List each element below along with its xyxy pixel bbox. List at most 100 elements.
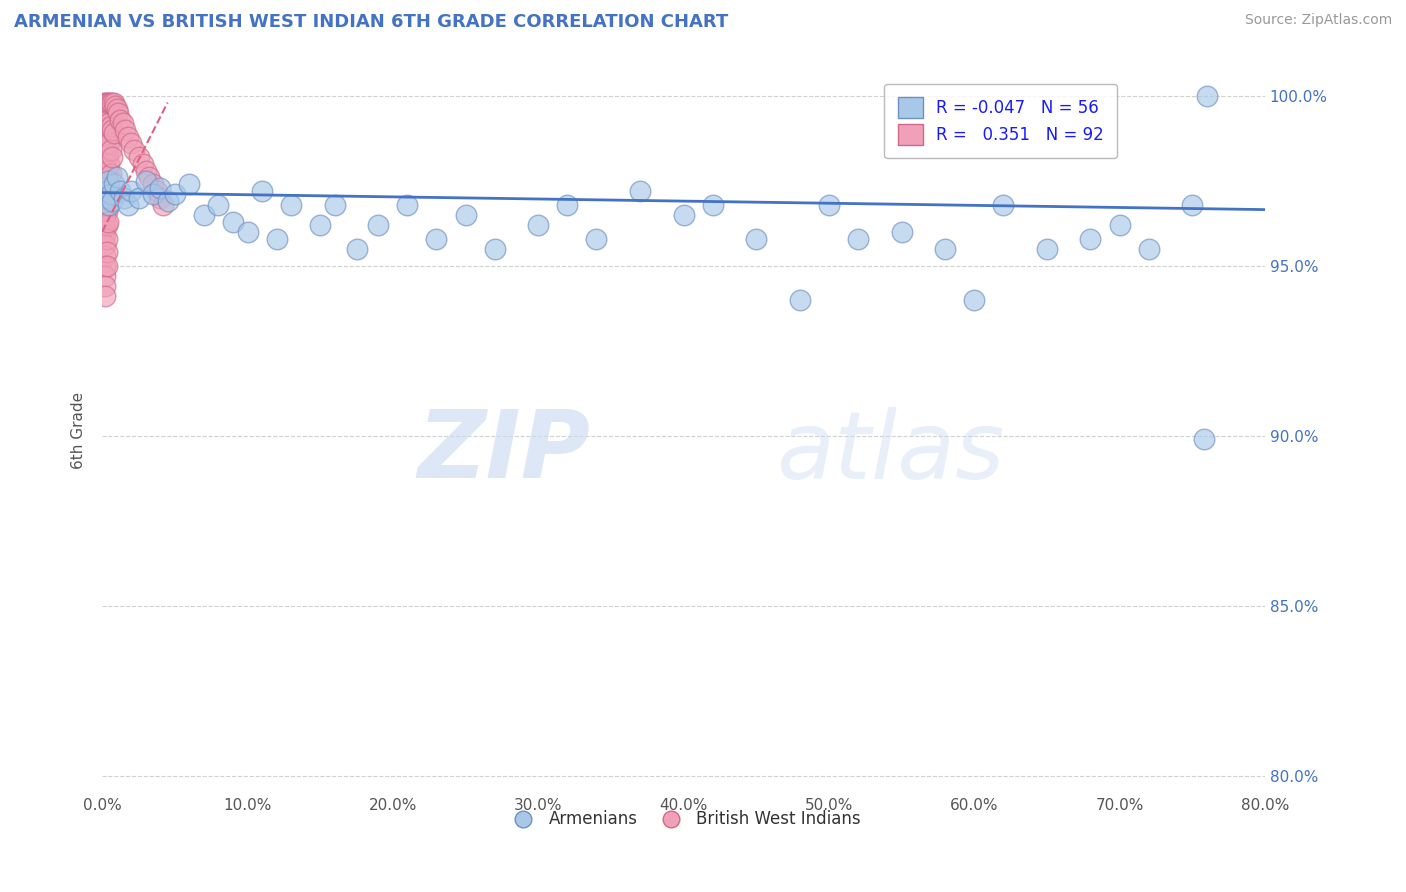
Point bbox=[236, 225, 259, 239]
Point bbox=[101, 122, 124, 136]
Point bbox=[100, 167, 122, 181]
Point bbox=[98, 136, 121, 151]
Point bbox=[96, 177, 118, 191]
Point bbox=[156, 194, 179, 208]
Point bbox=[1137, 242, 1160, 256]
Point bbox=[97, 174, 120, 188]
Point bbox=[94, 268, 117, 283]
Point bbox=[96, 109, 118, 123]
Point bbox=[108, 112, 131, 127]
Point bbox=[94, 177, 117, 191]
Point bbox=[98, 197, 121, 211]
Point bbox=[93, 180, 115, 194]
Point bbox=[112, 191, 135, 205]
Point bbox=[97, 146, 120, 161]
Point bbox=[103, 177, 125, 191]
Point bbox=[94, 157, 117, 171]
Point bbox=[120, 184, 142, 198]
Point bbox=[97, 129, 120, 144]
Point bbox=[454, 208, 477, 222]
Point bbox=[108, 184, 131, 198]
Point bbox=[96, 184, 118, 198]
Point bbox=[93, 103, 115, 117]
Point bbox=[94, 259, 117, 273]
Point bbox=[993, 197, 1015, 211]
Point bbox=[93, 163, 115, 178]
Point bbox=[105, 103, 128, 117]
Point bbox=[94, 279, 117, 293]
Point bbox=[98, 157, 121, 171]
Point bbox=[100, 187, 122, 202]
Point bbox=[309, 218, 332, 232]
Point bbox=[96, 150, 118, 164]
Point bbox=[280, 197, 302, 211]
Point bbox=[128, 150, 150, 164]
Point bbox=[93, 122, 115, 136]
Point bbox=[128, 191, 150, 205]
Point bbox=[745, 231, 768, 245]
Point bbox=[963, 293, 986, 307]
Point bbox=[367, 218, 389, 232]
Point bbox=[555, 197, 578, 211]
Point bbox=[93, 109, 115, 123]
Point bbox=[93, 129, 115, 144]
Point bbox=[94, 167, 117, 181]
Point bbox=[135, 174, 157, 188]
Point bbox=[120, 136, 142, 151]
Point bbox=[94, 289, 117, 303]
Legend: Armenians, British West Indians: Armenians, British West Indians bbox=[501, 804, 868, 835]
Point bbox=[94, 146, 117, 161]
Point bbox=[96, 95, 118, 110]
Point bbox=[396, 197, 419, 211]
Point bbox=[93, 170, 115, 185]
Point bbox=[111, 116, 134, 130]
Point bbox=[122, 143, 145, 157]
Point bbox=[93, 225, 115, 239]
Point bbox=[934, 242, 956, 256]
Point bbox=[94, 248, 117, 262]
Point bbox=[117, 197, 139, 211]
Point bbox=[132, 157, 155, 171]
Point bbox=[1195, 88, 1218, 103]
Point bbox=[93, 143, 115, 157]
Point bbox=[96, 204, 118, 219]
Point bbox=[250, 184, 273, 198]
Point bbox=[93, 211, 115, 226]
Point bbox=[152, 197, 174, 211]
Point bbox=[585, 231, 607, 245]
Point bbox=[94, 208, 117, 222]
Point bbox=[97, 214, 120, 228]
Point bbox=[101, 95, 124, 110]
Point bbox=[94, 238, 117, 252]
Point bbox=[94, 191, 117, 205]
Point bbox=[135, 163, 157, 178]
Point bbox=[93, 218, 115, 232]
Point bbox=[100, 120, 122, 134]
Point bbox=[138, 170, 160, 185]
Point bbox=[222, 214, 245, 228]
Point bbox=[1080, 231, 1102, 245]
Point bbox=[149, 180, 172, 194]
Text: Source: ZipAtlas.com: Source: ZipAtlas.com bbox=[1244, 13, 1392, 28]
Point bbox=[207, 197, 229, 211]
Point bbox=[98, 177, 121, 191]
Point bbox=[98, 116, 121, 130]
Point bbox=[93, 204, 115, 219]
Point bbox=[93, 191, 115, 205]
Point bbox=[96, 245, 118, 260]
Point bbox=[1108, 218, 1130, 232]
Point bbox=[97, 95, 120, 110]
Text: ZIP: ZIP bbox=[418, 407, 591, 499]
Point bbox=[96, 136, 118, 151]
Point bbox=[97, 180, 120, 194]
Point bbox=[97, 112, 120, 127]
Point bbox=[101, 194, 124, 208]
Point bbox=[96, 163, 118, 178]
Point bbox=[890, 225, 912, 239]
Point bbox=[94, 187, 117, 202]
Point bbox=[105, 170, 128, 185]
Point bbox=[93, 116, 115, 130]
Point bbox=[107, 105, 129, 120]
Point bbox=[101, 150, 124, 164]
Point bbox=[323, 197, 346, 211]
